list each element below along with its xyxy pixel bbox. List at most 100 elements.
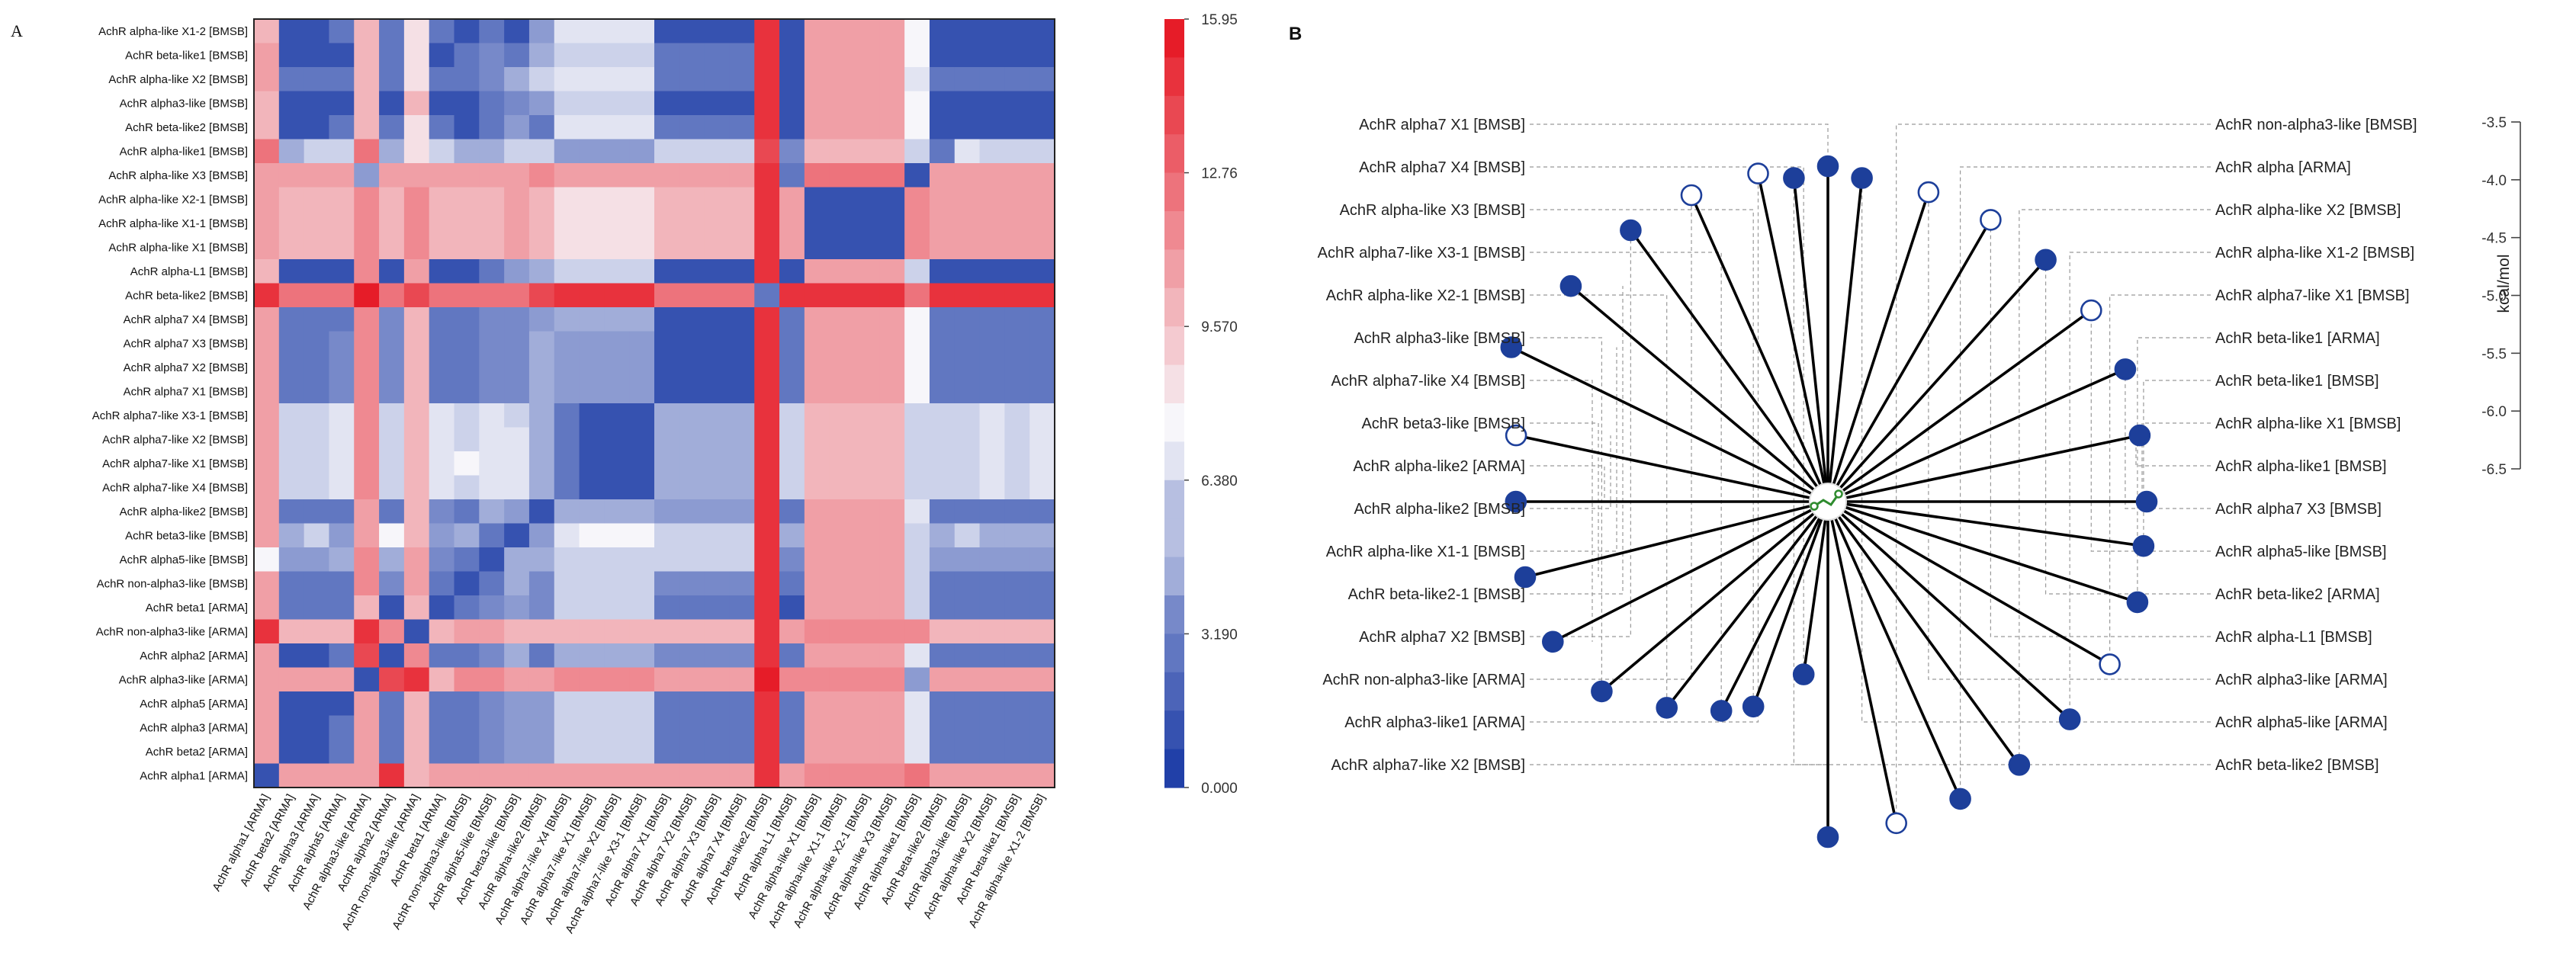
heatmap-cell (679, 283, 705, 308)
lollipop-point (1620, 219, 1642, 242)
heatmap-cell (379, 91, 405, 116)
heatmap-cell (829, 67, 856, 92)
heatmap-cell (254, 187, 280, 212)
heatmap-cell (1004, 739, 1030, 765)
heatmap-cell (629, 715, 655, 740)
heatmap-cell (454, 595, 480, 621)
radial-left-label: AchR alpha3-like [BMSB] (1354, 330, 1525, 347)
heatmap-cell (454, 667, 480, 692)
heatmap-cell (904, 91, 930, 116)
heatmap-cell (954, 763, 981, 788)
heatmap-cell (579, 19, 605, 44)
heatmap-cell (604, 211, 630, 236)
heatmap-cell (278, 307, 305, 332)
heatmap-cell (754, 187, 780, 212)
heatmap-cell (504, 763, 530, 788)
heatmap-cell (829, 763, 856, 788)
heatmap-cell (579, 475, 605, 500)
heatmap-cell (604, 91, 630, 116)
heatmap-cell (379, 403, 405, 428)
heatmap-cell (879, 523, 905, 548)
heatmap-cell (704, 643, 731, 669)
heatmap-cell (604, 499, 630, 525)
heatmap-row-label: AchR alpha-like2 [BMSB] (120, 505, 248, 518)
heatmap-cell (1029, 571, 1055, 596)
heatmap-cell (879, 739, 905, 765)
heatmap-cell (729, 115, 755, 140)
heatmap-cell (528, 715, 555, 740)
heatmap-cell (979, 19, 1005, 44)
heatmap-cell (329, 259, 355, 284)
lollipop-point (1591, 680, 1613, 703)
lollipop-point (1949, 788, 1971, 810)
heatmap-cell (454, 19, 480, 44)
heatmap-cell (654, 139, 680, 164)
heatmap-cell (729, 307, 755, 332)
heatmap-cell (254, 499, 280, 525)
heatmap-cell (929, 403, 956, 428)
heatmap-cell (704, 355, 731, 380)
heatmap-cell (954, 139, 981, 164)
heatmap-cell (854, 115, 880, 140)
heatmap-row-label: AchR alpha3-like [ARMA] (119, 673, 248, 686)
heatmap-cell (278, 163, 305, 188)
lollipop-point (2135, 490, 2158, 513)
heatmap-cell (679, 331, 705, 356)
heatmap-cell (954, 19, 981, 44)
colorbar-tick-label: 9.570 (1201, 319, 1238, 335)
lollipop-stem (1826, 191, 1930, 502)
heatmap-cell (729, 619, 755, 644)
lollipop-stem (1826, 500, 2021, 766)
heatmap-cell (929, 715, 956, 740)
heatmap-cell (278, 139, 305, 164)
heatmap-cell (979, 547, 1005, 573)
heatmap-cell (329, 619, 355, 644)
heatmap-cell (579, 451, 605, 476)
heatmap-cell (804, 763, 830, 788)
heatmap-cell (278, 211, 305, 236)
heatmap-cell (854, 235, 880, 260)
heatmap-cell (429, 427, 455, 452)
heatmap-cell (979, 715, 1005, 740)
heatmap-cell (1029, 619, 1055, 644)
heatmap-cell (354, 643, 380, 669)
heatmap-cell (854, 379, 880, 404)
heatmap-cell (379, 595, 405, 621)
heatmap-cell (254, 403, 280, 428)
heatmap-cell (904, 499, 930, 525)
heatmap-cell (1029, 259, 1055, 284)
heatmap-cell (403, 211, 430, 236)
heatmap-cell (504, 283, 530, 308)
heatmap-cell (1029, 715, 1055, 740)
heatmap-cell (604, 139, 630, 164)
heatmap-cell (403, 691, 430, 717)
heatmap-cell (329, 211, 355, 236)
lollipop-point (1542, 630, 1564, 653)
heatmap-cell (254, 523, 280, 548)
heatmap-cell (504, 67, 530, 92)
heatmap-cell (354, 763, 380, 788)
heatmap-cell (704, 547, 731, 573)
heatmap-cell (379, 691, 405, 717)
heatmap-cell (1029, 19, 1055, 44)
heatmap-cell (929, 547, 956, 573)
heatmap-cell (429, 571, 455, 596)
radial-right-label: AchR beta-like1 [BMSB] (2215, 373, 2379, 390)
heatmap-cell (379, 259, 405, 284)
heatmap-cell (479, 91, 505, 116)
colorbar-tick-label: 3.190 (1201, 627, 1238, 643)
heatmap-cell (354, 595, 380, 621)
heatmap-cell (329, 691, 355, 717)
heatmap-cell (879, 619, 905, 644)
heatmap-cell (654, 595, 680, 621)
heatmap-cell (604, 187, 630, 212)
heatmap-cell (1029, 187, 1055, 212)
heatmap-cell (904, 307, 930, 332)
heatmap-cell (379, 43, 405, 68)
colorbar-segment (1164, 749, 1184, 788)
heatmap-cell (354, 403, 380, 428)
colorbar-segment (1164, 518, 1184, 558)
heatmap-cell (504, 211, 530, 236)
heatmap-cell (304, 91, 330, 116)
colorbar-segment (1164, 595, 1184, 634)
